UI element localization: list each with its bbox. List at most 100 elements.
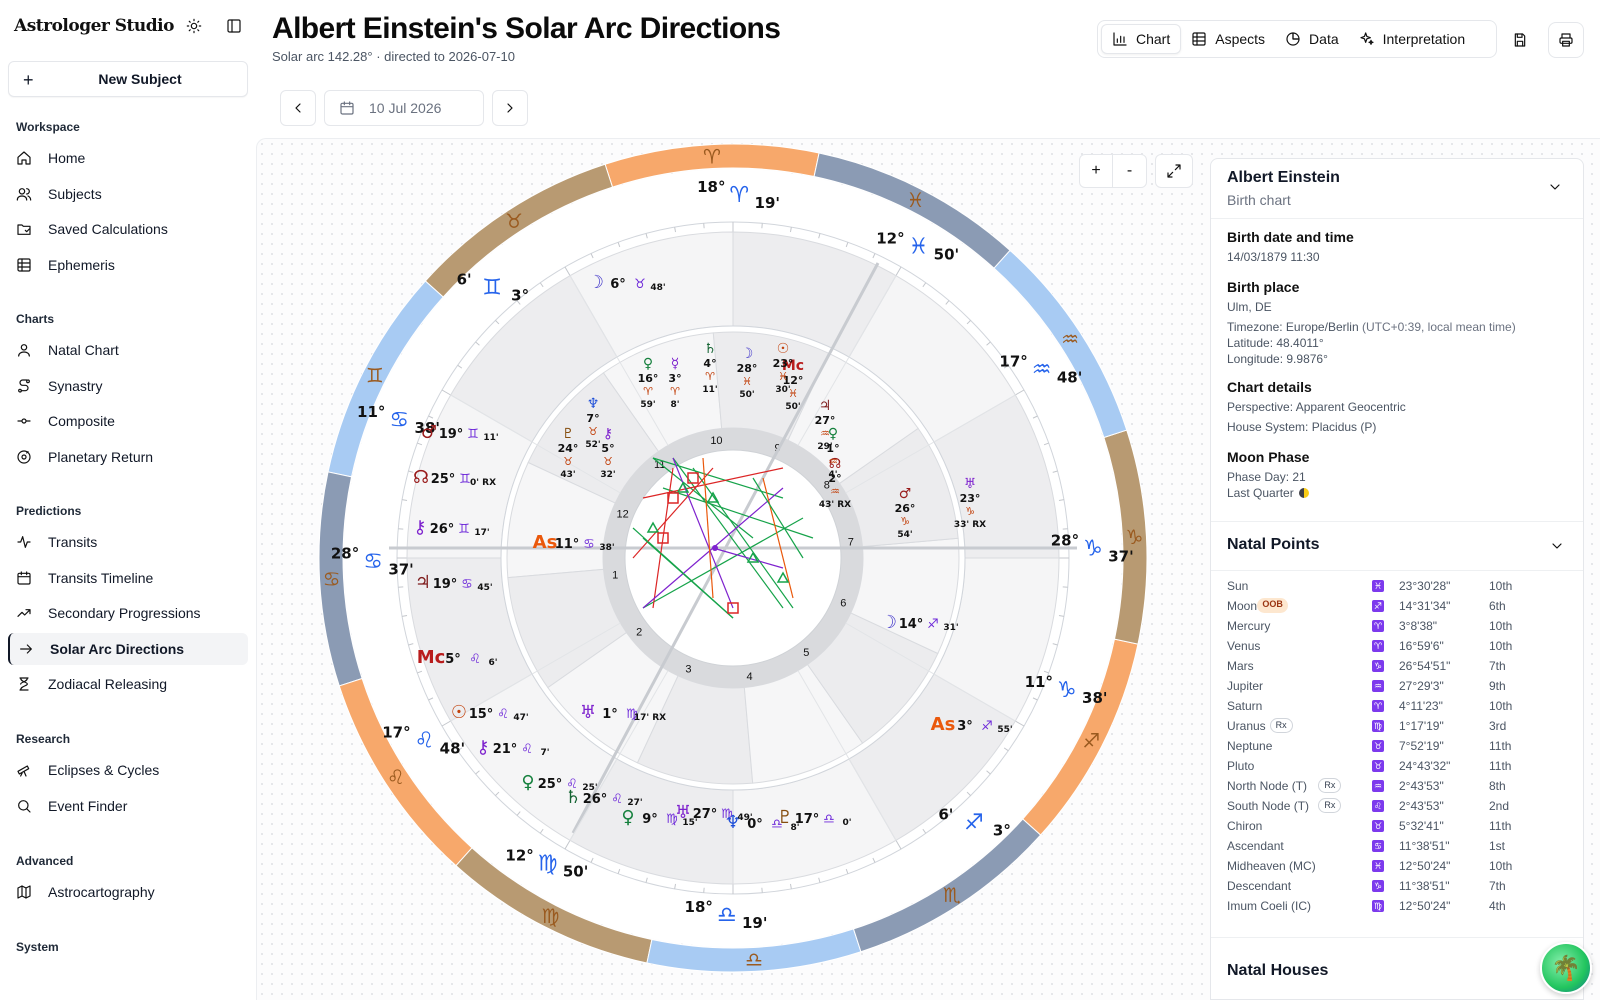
natal-point-midheaven-mc[interactable]: Midheaven (MC) ♓ 12°50'24" 10th [1227, 856, 1567, 876]
natal-point-mars[interactable]: Mars ♑ 26°54'51" 7th [1227, 656, 1567, 676]
sidebar-item-composite[interactable]: Composite [8, 405, 248, 437]
natal-houses-header[interactable]: Natal Houses [1211, 937, 1583, 997]
sidebar-item-astrocartography[interactable]: Astrocartography [8, 876, 248, 908]
house-cusp-label-6[interactable]: 6' ♐ 3° [938, 806, 1010, 840]
house-cusp-label-8[interactable]: 12° ♍ 50' [505, 847, 588, 881]
theme-toggle-button[interactable] [182, 14, 206, 38]
house-cusp-label-12[interactable]: 6' ♊ 3° [457, 270, 529, 304]
natal-planet-9[interactable]: ☿3°♈ 8' [668, 356, 681, 410]
natal-planet-6[interactable]: ☉23°♓ 30' [773, 341, 794, 395]
natal-point-mercury[interactable]: Mercury ♈ 3°8'38" 10th [1227, 616, 1567, 636]
directed-planet-8[interactable]: ⚷ 21° ♌ 7' [476, 737, 549, 758]
sidebar-item-saved-calculations[interactable]: Saved Calculations [8, 213, 248, 245]
fullscreen-button[interactable] [1155, 154, 1193, 188]
directed-planet-9[interactable]: ♀ 25° ♌ 25' [521, 772, 597, 793]
directed-planet-17[interactable]: As 3° ♐ 55' [931, 714, 1013, 735]
sidebar-item-secondary-progressions[interactable]: Secondary Progressions [8, 597, 248, 629]
natal-point-moon[interactable]: Moon OOB ♐ 14°31'34" 6th [1227, 596, 1567, 616]
directed-planet-2[interactable]: ♂ 19° ♊ 11' [421, 422, 499, 443]
natal-point-ascendant[interactable]: Ascendant ♋ 11°38'51" 1st [1227, 836, 1567, 856]
natal-point-south-node-t[interactable]: South Node (T) Rx ♌ 2°43'53" 2nd [1227, 796, 1567, 816]
directed-planet-6[interactable]: Mc 5° ♌ 6' [417, 647, 498, 668]
natal-planet-14[interactable]: ♀1°♒ 4' [826, 426, 839, 480]
astrology-wheel[interactable]: ♈♉♊♋♌♍♎♏♐♑♒♓12345678910111218°♈19'12°♓50… [313, 138, 1153, 978]
print-button[interactable] [1548, 22, 1584, 58]
sidebar-item-ephemeris[interactable]: Ephemeris [8, 249, 248, 281]
directed-planet-15[interactable]: ♅ 1° ♍17' RX [580, 702, 666, 723]
brand-logo[interactable]: Astrologer Studio [14, 16, 174, 36]
tab-data[interactable]: Data [1275, 24, 1349, 54]
date-picker[interactable]: 10 Jul 2026 [324, 90, 484, 126]
directed-planet-11[interactable]: ♀ 9° ♍ 15' [621, 807, 697, 828]
zoom-out-button[interactable]: - [1126, 162, 1133, 179]
house-cusp-label-9[interactable]: 17° ♌ 48' [382, 723, 465, 757]
natal-point-pluto[interactable]: Pluto ♉ 24°43'32" 11th [1227, 756, 1567, 776]
natal-planet-1[interactable]: ♂26°♑ 54' [895, 486, 916, 540]
directed-planet-7[interactable]: ☉ 15° ♌ 47' [451, 702, 529, 723]
subject-header[interactable]: Albert Einstein Birth chart [1211, 159, 1583, 219]
house-cusp-label-2[interactable]: 12° ♓ 50' [876, 229, 959, 263]
house-cusp-label-11[interactable]: 11° ♋ 38' [357, 403, 440, 437]
sidebar-item-event-finder[interactable]: Event Finder [8, 790, 248, 822]
directed-planet-13[interactable]: ♆ 0° ♎ 8' [725, 812, 800, 833]
natal-planet-3[interactable]: ☊2°♒43' RX [819, 456, 851, 510]
house-cusp-label-4[interactable]: 28° ♑ 37' [1051, 532, 1134, 566]
sidebar-item-transits[interactable]: Transits [8, 526, 248, 558]
chevron-down-icon[interactable] [1549, 538, 1565, 554]
sidebar-toggle-button[interactable] [222, 14, 246, 38]
new-subject-button[interactable]: + New Subject [8, 61, 248, 97]
natal-point-sun[interactable]: Sun ♓ 23°30'28" 10th [1227, 576, 1567, 596]
zoom-in-button[interactable]: + [1080, 155, 1114, 187]
natal-points-header[interactable]: Natal Points [1211, 521, 1583, 571]
tab-interpretation[interactable]: Interpretation [1349, 24, 1476, 54]
directed-planet-3[interactable]: ☊ 25° ♊ 0' RX [413, 467, 496, 488]
directed-planet-1[interactable]: ☽ 6° ♉ 48' [588, 272, 666, 293]
sidebar-item-solar-arc-directions[interactable]: Solar Arc Directions [8, 632, 248, 665]
natal-planet-11[interactable]: ⚷5°♉ 32' [600, 426, 615, 480]
natal-point-saturn[interactable]: Saturn ♈ 4°11'23" 10th [1227, 696, 1567, 716]
directed-planet-12[interactable]: ♅ 27° ♍ 49' [675, 802, 753, 823]
tab-aspects[interactable]: Aspects [1181, 24, 1275, 54]
natal-point-imum-coeli-ic[interactable]: Imum Coeli (IC) ♍ 12°50'24" 4th [1227, 896, 1567, 916]
sidebar-item-synastry[interactable]: Synastry [8, 370, 248, 402]
house-cusp-label-10[interactable]: 28° ♋ 37' [331, 544, 414, 578]
natal-point-chiron[interactable]: Chiron ♉ 5°32'41" 11th [1227, 816, 1567, 836]
directed-planet-10[interactable]: ♄ 26° ♌ 27' [565, 787, 643, 808]
natal-planet-8[interactable]: ♄4°♈ 11' [702, 341, 717, 395]
sidebar-item-eclipses-cycles[interactable]: Eclipses & Cycles [8, 754, 248, 786]
sidebar-item-zodiacal-releasing[interactable]: Zodiacal Releasing [8, 668, 248, 700]
natal-planet-4[interactable]: ♃27°♒ 29' [815, 398, 836, 452]
natal-planet-13[interactable]: ☽28°♓ 50' [737, 346, 758, 400]
house-cusp-label-5[interactable]: 11° ♑ 38' [1025, 673, 1108, 707]
house-cusp-label-7[interactable]: 18° ♎ 19' [685, 898, 768, 932]
next-date-button[interactable] [492, 90, 528, 126]
save-button[interactable] [1508, 28, 1532, 52]
sidebar-item-home[interactable]: Home [8, 142, 248, 174]
house-cusp-label-3[interactable]: 17° ♒ 48' [999, 353, 1082, 387]
directed-planet-14[interactable]: ♇ 17° ♎ 0' [777, 807, 852, 828]
natal-planet-12[interactable]: ♇24°♉ 43' [558, 426, 579, 480]
directed-planet-4[interactable]: ⚷ 26° ♊ 17' [413, 517, 489, 538]
natal-point-venus[interactable]: Venus ♈ 16°59'6" 10th [1227, 636, 1567, 656]
natal-planet-2[interactable]: ♅23°♑ 33' RX [954, 476, 986, 530]
natal-point-jupiter[interactable]: Jupiter ♒ 27°29'3" 9th [1227, 676, 1567, 696]
house-cusp-label-1[interactable]: 18° ♈ 19' [697, 178, 780, 212]
assistant-avatar[interactable]: 🌴 [1540, 942, 1592, 994]
directed-planet-5[interactable]: ♃ 19° ♋ 45' [415, 572, 493, 593]
directed-planet-16[interactable]: ☽ 14° ♐ 31' [881, 612, 959, 633]
tab-chart[interactable]: Chart [1101, 24, 1182, 54]
sidebar-item-transits-timeline[interactable]: Transits Timeline [8, 562, 248, 594]
natal-point-descendant[interactable]: Descendant ♑ 11°38'51" 7th [1227, 876, 1567, 896]
chevron-down-icon[interactable] [1547, 179, 1563, 195]
sidebar-item-natal-chart[interactable]: Natal Chart [8, 334, 248, 366]
previous-date-button[interactable] [280, 90, 316, 126]
natal-point-north-node-t[interactable]: North Node (T) Rx ♒ 2°43'53" 8th [1227, 776, 1567, 796]
sidebar-item-subjects[interactable]: Subjects [8, 178, 248, 210]
natal-point-neptune[interactable]: Neptune ♉ 7°52'19" 11th [1227, 736, 1567, 756]
natal-planet-10[interactable]: ♆7°♉ 52' [585, 396, 600, 450]
natal-planet-7[interactable]: ♀16°♈ 59' [638, 356, 659, 410]
natal-point-uranus[interactable]: Uranus Rx ♍ 1°17'19" 3rd [1227, 716, 1567, 736]
sidebar-item-planetary-return[interactable]: Planetary Return [8, 441, 248, 473]
